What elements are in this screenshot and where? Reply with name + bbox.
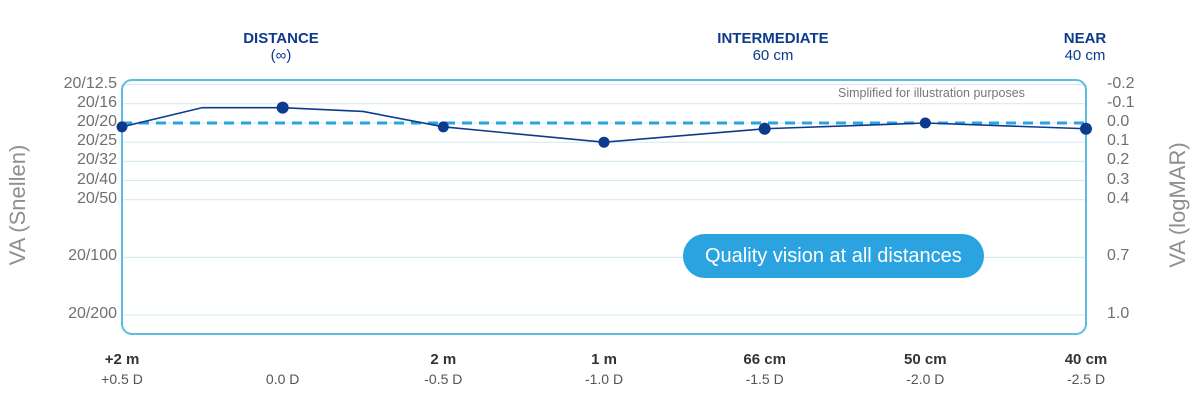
snellen-tick-label: 20/100 (68, 247, 117, 265)
logmar-tick-label: 0.4 (1107, 189, 1130, 207)
defocus-label: -2.0 D (906, 371, 945, 387)
x-tick-label: 66 cm -1.5 D (705, 351, 825, 387)
distance-label: 40 cm (1064, 351, 1108, 368)
data-point (598, 136, 610, 148)
logmar-tick-label: 0.3 (1107, 170, 1130, 188)
distance-label: +2 m (104, 351, 140, 368)
snellen-tick-label: 20/200 (68, 305, 117, 322)
distance-label: 1 m (591, 351, 617, 368)
logmar-tick-label: 0.1 (1107, 132, 1130, 150)
data-point (437, 121, 449, 133)
logmar-tick-label: 0.0 (1107, 113, 1130, 130)
x-tick-label: 0.0 D (223, 351, 343, 387)
logmar-tick-label: 0.7 (1107, 247, 1130, 265)
illustration-note: Simplified for illustration purposes (838, 86, 1025, 100)
defocus-label: 0.0 D (265, 371, 300, 387)
defocus-label: -0.5 D (424, 371, 463, 387)
plot-frame (121, 79, 1087, 335)
data-point (1080, 122, 1092, 135)
zone-title: INTERMEDIATE (717, 30, 829, 47)
logmar-tick-label: 1.0 (1107, 305, 1130, 322)
data-point (116, 121, 128, 133)
zone-header-intermediate: INTERMEDIATE 60 cm (688, 30, 858, 64)
defocus-label: -1.0 D (584, 371, 624, 387)
logmar-tick-label: -0.1 (1107, 93, 1135, 111)
snellen-tick-label: 20/32 (76, 151, 117, 169)
snellen-tick-label: 20/40 (76, 170, 117, 188)
logmar-tick-label: -0.2 (1107, 74, 1135, 92)
distance-label (223, 351, 343, 368)
zone-title: NEAR (1063, 30, 1107, 47)
distance-label: 2 m (430, 351, 457, 368)
data-point (758, 122, 771, 135)
zone-subtitle: (∞) (270, 47, 292, 64)
distance-label: 50 cm (904, 351, 947, 368)
zone-subtitle: 60 cm (752, 47, 794, 64)
zone-header-near: NEAR 40 cm (1050, 30, 1120, 64)
snellen-tick-label: 20/12.5 (63, 74, 117, 92)
snellen-tick-label: 20/25 (76, 132, 117, 150)
snellen-tick-label: 20/20 (76, 113, 117, 130)
zone-header-distance: DISTANCE (∞) (221, 30, 341, 64)
x-tick-label: +2 m +0.5 D (62, 351, 182, 387)
x-tick-label: 2 m -0.5 D (383, 351, 503, 387)
defocus-label: -1.5 D (745, 371, 784, 387)
x-tick-label: 50 cm -2.0 D (865, 351, 985, 387)
data-point (276, 101, 289, 114)
zone-subtitle: 40 cm (1064, 47, 1106, 64)
data-point (919, 117, 931, 129)
snellen-tick-label: 20/16 (76, 93, 117, 111)
x-tick-label: 1 m -1.0 D (544, 351, 664, 387)
defocus-label: +0.5 D (101, 371, 143, 387)
defocus-label: -2.5 D (1066, 371, 1106, 387)
snellen-tick-label: 20/50 (76, 189, 117, 207)
x-tick-label: 40 cm -2.5 D (1026, 351, 1146, 387)
distance-label: 66 cm (743, 351, 786, 368)
logmar-tick-label: 0.2 (1107, 151, 1130, 169)
zone-title: DISTANCE (243, 30, 319, 47)
callout-badge: Quality vision at all distances (683, 234, 984, 278)
